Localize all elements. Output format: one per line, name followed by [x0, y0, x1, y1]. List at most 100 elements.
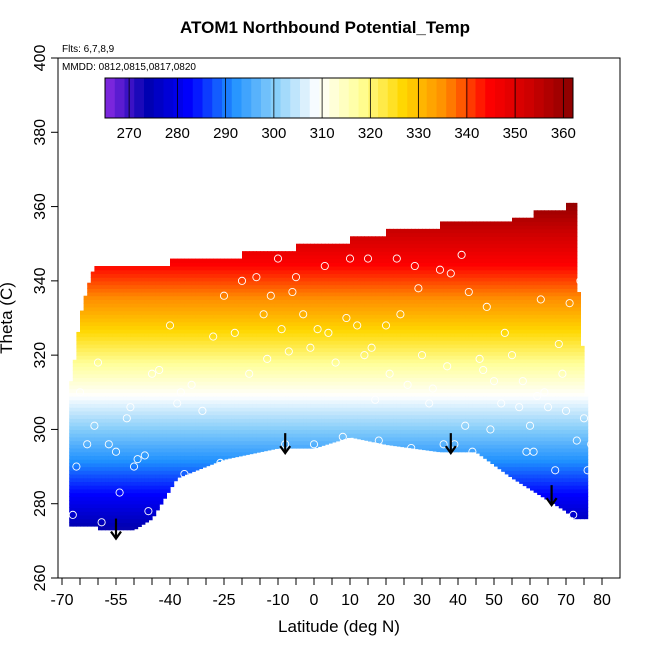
- heatmap-cell: [144, 277, 149, 282]
- heatmap-cell: [353, 318, 358, 323]
- heatmap-cell: [270, 429, 275, 434]
- heatmap-cell: [173, 314, 178, 319]
- heatmap-cell: [87, 410, 92, 416]
- heatmap-cell: [83, 433, 88, 438]
- heatmap-cell: [227, 388, 232, 393]
- heatmap-cell: [170, 355, 175, 360]
- heatmap-cell: [371, 318, 376, 323]
- heatmap-cell: [141, 459, 146, 464]
- heatmap-cell: [148, 329, 153, 334]
- heatmap-cell: [227, 332, 232, 338]
- heatmap-cell: [256, 358, 261, 364]
- heatmap-cell: [342, 321, 347, 327]
- heatmap-cell: [346, 273, 351, 278]
- heatmap-cell: [188, 277, 193, 282]
- heatmap-cell: [130, 370, 135, 375]
- heatmap-cell: [285, 273, 290, 278]
- heatmap-cell: [162, 448, 167, 453]
- heatmap-cell: [116, 277, 121, 282]
- heatmap-cell: [83, 414, 88, 419]
- heatmap-cell: [342, 247, 347, 252]
- heatmap-cell: [141, 299, 146, 304]
- heatmap-cell: [324, 429, 329, 434]
- heatmap-cell: [155, 325, 160, 330]
- heatmap-cell: [98, 481, 103, 486]
- heatmap-cell: [346, 425, 351, 431]
- heatmap-cell: [296, 436, 301, 442]
- heatmap-cell: [371, 247, 376, 252]
- heatmap-cell: [234, 370, 239, 375]
- heatmap-cell: [119, 522, 124, 527]
- heatmap-cell: [206, 366, 211, 371]
- heatmap-cell: [321, 410, 326, 416]
- heatmap-cell: [144, 392, 149, 397]
- heatmap-cell: [231, 410, 236, 416]
- heatmap-cell: [94, 422, 99, 427]
- heatmap-cell: [144, 448, 149, 453]
- heatmap-cell: [245, 251, 250, 256]
- heatmap-cell: [278, 355, 283, 360]
- heatmap-cell: [288, 347, 293, 353]
- heatmap-cell: [335, 414, 340, 419]
- heatmap-cell: [353, 262, 358, 267]
- heatmap-cell: [94, 269, 99, 275]
- heatmap-cell: [274, 277, 279, 282]
- heatmap-cell: [267, 392, 272, 397]
- heatmap-cell: [303, 362, 308, 367]
- heatmap-cell: [112, 303, 117, 308]
- heatmap-cell: [339, 362, 344, 367]
- heatmap-cell: [148, 284, 153, 289]
- heatmap-cell: [252, 436, 257, 442]
- heatmap-cell: [126, 351, 131, 356]
- heatmap-cell: [112, 470, 117, 475]
- heatmap-cell: [238, 451, 243, 457]
- heatmap-cell: [177, 451, 182, 457]
- heatmap-cell: [296, 325, 301, 330]
- heatmap-cell: [216, 377, 221, 382]
- heatmap-cell: [148, 455, 153, 460]
- heatmap-cell: [206, 284, 211, 289]
- heatmap-cell: [371, 384, 376, 390]
- heatmap-cell: [180, 418, 185, 423]
- heatmap-cell: [342, 254, 347, 260]
- heatmap-cell: [227, 444, 232, 449]
- heatmap-cell: [159, 414, 164, 419]
- heatmap-cell: [98, 433, 103, 438]
- heatmap-cell: [137, 451, 142, 457]
- heatmap-cell: [148, 362, 153, 367]
- heatmap-cell: [116, 459, 121, 464]
- heatmap-cell: [198, 303, 203, 308]
- heatmap-cell: [278, 418, 283, 423]
- heatmap-cell: [83, 373, 88, 379]
- heatmap-cell: [69, 444, 74, 449]
- heatmap-cell: [324, 321, 329, 327]
- heatmap-cell: [288, 251, 293, 256]
- heatmap-cell: [216, 321, 221, 327]
- heatmap-cell: [141, 485, 146, 490]
- heatmap-cell: [360, 318, 365, 323]
- heatmap-cell: [328, 318, 333, 323]
- heatmap-cell: [306, 258, 311, 263]
- heatmap-cell: [299, 292, 304, 297]
- heatmap-cell: [112, 384, 117, 390]
- heatmap-cell: [350, 388, 355, 393]
- heatmap-cell: [87, 481, 92, 486]
- heatmap-cell: [249, 266, 254, 271]
- heatmap-cell: [155, 388, 160, 393]
- heatmap-cell: [206, 314, 211, 319]
- heatmap-cell: [83, 425, 88, 431]
- heatmap-cell: [159, 310, 164, 315]
- heatmap-cell: [368, 425, 373, 431]
- heatmap-cell: [202, 448, 207, 453]
- heatmap-cell: [166, 303, 171, 308]
- heatmap-cell: [353, 340, 358, 345]
- heatmap-cell: [87, 314, 92, 319]
- heatmap-cell: [299, 381, 304, 386]
- heatmap-cell: [274, 310, 279, 315]
- heatmap-cell: [202, 407, 207, 412]
- heatmap-cell: [148, 514, 153, 520]
- heatmap-cell: [285, 355, 290, 360]
- heatmap-cell: [141, 358, 146, 364]
- heatmap-cell: [98, 514, 103, 520]
- heatmap-cell: [281, 403, 286, 408]
